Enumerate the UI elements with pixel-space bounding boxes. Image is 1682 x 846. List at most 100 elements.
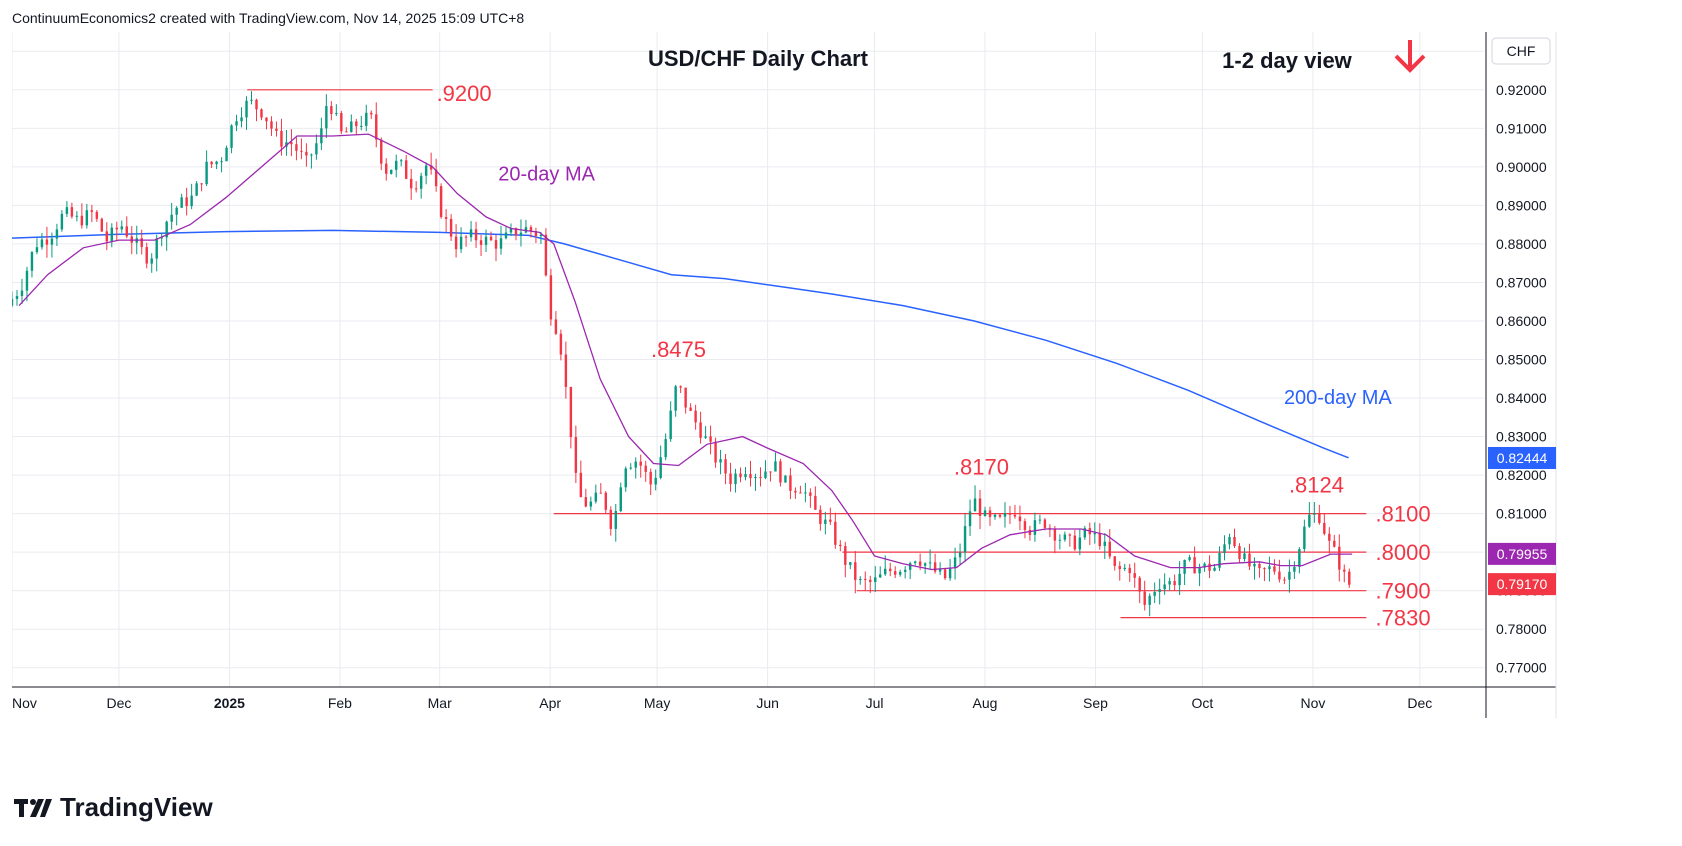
candle-body (769, 471, 772, 473)
candle-body (1253, 563, 1256, 567)
candle-body (85, 210, 89, 226)
peak-label: .8475 (651, 337, 706, 362)
tradingview-logo[interactable]: TradingView (14, 792, 213, 823)
candle-body (1158, 589, 1161, 592)
candle-body (779, 461, 782, 483)
level-label: .9200 (437, 81, 492, 106)
candle-body (125, 226, 128, 237)
candle-body (864, 578, 867, 580)
candle-body (404, 160, 408, 179)
candle-body (719, 459, 722, 463)
candle-body (824, 519, 827, 524)
candle-body (524, 227, 528, 233)
ma20-layer (18, 133, 1353, 571)
candle-body (1258, 563, 1261, 569)
ma-label: 200-day MA (1284, 387, 1392, 409)
candle-body (888, 568, 892, 572)
price-chart[interactable]: .9200 .8100 .8000 .7900.7830 .8475 .8170 .8124… (12, 32, 1670, 772)
grid-layer (12, 32, 1484, 687)
price-badge-label: 0.79955 (1497, 546, 1548, 562)
price-badge (1488, 573, 1556, 596)
candle-body (879, 574, 882, 578)
candle-body (150, 258, 153, 264)
candle-body (948, 567, 952, 579)
candle-body (100, 218, 104, 232)
x-tick-label: Jun (756, 695, 779, 711)
candle-body (913, 561, 917, 564)
candle-body (180, 197, 183, 208)
candle-body (993, 514, 997, 517)
candle-body (175, 207, 178, 215)
candle-body (1123, 567, 1126, 570)
candle-body (459, 236, 463, 250)
candle-body (574, 437, 578, 473)
candle-body (185, 197, 188, 207)
candle-body (579, 472, 583, 498)
candle-body (844, 546, 847, 565)
x-tick-label: Sep (1083, 695, 1108, 711)
candle-body (325, 106, 328, 129)
y-tick-label: 0.92000 (1496, 82, 1547, 98)
chart-area[interactable]: .9200 .8100 .8000 .7900.7830 .8475 .8170 .8124… (12, 32, 1670, 772)
candle-body (115, 227, 118, 230)
candle-body (449, 218, 453, 237)
candle-body (933, 562, 937, 572)
candle-body (1313, 513, 1316, 515)
y-tick-label: 0.90000 (1496, 159, 1547, 175)
candle-body (140, 238, 143, 248)
candle-body (983, 510, 987, 516)
candle-body (859, 578, 862, 581)
candle-body (275, 128, 278, 131)
candle-body (943, 569, 947, 579)
candle-body (554, 319, 558, 334)
candle-body (584, 497, 588, 507)
candle-body (609, 509, 612, 529)
x-tick-label: Feb (328, 695, 352, 711)
candle-body (1288, 571, 1291, 580)
down-arrow-icon (1394, 40, 1426, 73)
candle-body (499, 238, 503, 249)
candle-body (664, 439, 667, 458)
candle-body (684, 387, 687, 408)
candle-body (704, 436, 707, 438)
x-tick-label: Dec (1407, 695, 1432, 711)
candle-body (1063, 534, 1067, 540)
candle-body (260, 109, 263, 118)
candle-body (1163, 584, 1166, 590)
ma-label: 20-day MA (498, 163, 595, 185)
candle-body (928, 562, 932, 564)
candle-body (429, 165, 433, 170)
candle-body (1013, 514, 1017, 517)
candle-body (699, 422, 702, 438)
candle-body (1058, 539, 1062, 541)
candle-body (1183, 559, 1186, 574)
candle-body (439, 186, 443, 217)
x-tick-label: 2025 (214, 695, 245, 711)
candle-body (1083, 528, 1087, 538)
level-label: .7900 (1376, 579, 1431, 604)
price-badge-label: 0.79170 (1497, 576, 1548, 592)
candle-body (669, 410, 672, 440)
candle-body (1028, 529, 1032, 535)
candle-body (110, 227, 114, 242)
candle-body (874, 577, 877, 583)
candle-body (245, 100, 248, 118)
candle-body (1073, 535, 1077, 550)
candle-body (644, 465, 647, 472)
candle-body (1238, 546, 1241, 560)
candle-body (938, 569, 942, 572)
candle-body (884, 568, 887, 575)
candle-body (15, 296, 19, 299)
levels-layer (247, 89, 1367, 619)
candle-body (290, 142, 293, 145)
candle-body (764, 471, 767, 478)
candle-body (1068, 534, 1072, 536)
x-tick-label: Nov (12, 695, 37, 711)
candle-body (335, 113, 338, 115)
candle-body (1283, 579, 1286, 581)
candle-body (624, 468, 627, 488)
candle-body (629, 467, 632, 469)
y-tick-label: 0.86000 (1496, 313, 1547, 329)
candle-body (689, 407, 692, 411)
chart-title: USD/CHF Daily Chart (648, 46, 869, 71)
